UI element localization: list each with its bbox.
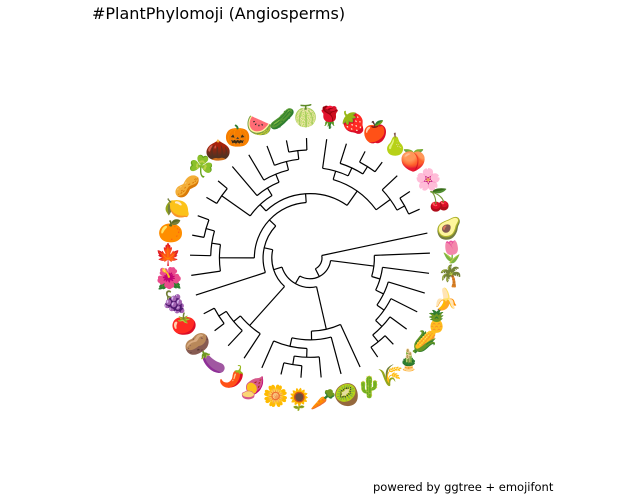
branch-82 — [286, 162, 288, 170]
branch-66 — [192, 235, 204, 237]
branch-103 — [382, 176, 397, 190]
branch-19 — [373, 335, 379, 342]
caption: powered by ggtree + emojifont — [373, 480, 553, 494]
branch-arc-20 — [371, 336, 385, 347]
branch-48 — [228, 331, 242, 346]
branch-16 — [376, 320, 382, 326]
branch-10 — [376, 290, 384, 294]
tulip-icon: 🌷 — [439, 239, 465, 264]
branch-104 — [397, 206, 405, 210]
branch-6 — [374, 253, 430, 255]
palm-icon: 🌴 — [438, 263, 464, 288]
melon-icon: 🍈 — [293, 103, 319, 128]
branch-61 — [212, 243, 221, 244]
branch-23 — [295, 276, 299, 284]
branch-arc-3 — [300, 261, 331, 279]
lemon-icon: 🍋 — [164, 196, 190, 220]
branch-38 — [301, 366, 302, 378]
branch-41 — [274, 267, 282, 270]
branch-7 — [372, 276, 380, 279]
branch-76 — [268, 188, 273, 195]
rose-icon: 🌹 — [317, 104, 343, 129]
branch-75 — [218, 181, 227, 189]
branch-87 — [286, 140, 288, 152]
branch-64 — [206, 229, 214, 231]
tomato-icon: 🍅 — [171, 311, 197, 337]
branch-arc-0 — [315, 256, 322, 269]
branch-70 — [260, 205, 266, 211]
branch-49 — [219, 311, 226, 316]
branch-arc-98 — [360, 162, 375, 172]
carrot-icon: 🥕 — [310, 387, 336, 411]
branch-81 — [249, 155, 264, 180]
hibiscus-icon: 🌺 — [156, 266, 182, 291]
branch-94 — [348, 168, 352, 176]
branch-43 — [250, 286, 285, 325]
cactus-icon: 🌵 — [356, 374, 382, 399]
cucumber-icon: 🥒 — [269, 107, 295, 131]
branch-arc-73 — [217, 189, 227, 204]
tip-labels: 🥑🌷🌴🍌🍍🌽🎍🌾🌵🥝🥕🌻🌼🍠🌶️🍆🥔🍅🍇🌺🍁🍊🍋🥜☘️🌰🎃🍉🥒🍈🌹🍓🍎🍐🍑🌸🍒 — [155, 103, 465, 412]
branch-15 — [391, 299, 417, 312]
branch-51 — [215, 324, 225, 331]
branch-arc-57 — [254, 202, 306, 257]
branch-53 — [264, 248, 273, 250]
branch-21 — [385, 336, 393, 345]
banana-icon: 🍌 — [433, 287, 459, 312]
avocado-icon: 🥑 — [436, 214, 462, 240]
branch-89 — [347, 191, 357, 205]
kiwi-icon: 🥝 — [334, 381, 360, 407]
branch-18 — [390, 317, 407, 329]
maple-leaf-icon: 🍁 — [155, 242, 181, 267]
branch-55 — [196, 272, 266, 295]
branch-2 — [315, 269, 319, 277]
branch-68 — [306, 194, 307, 203]
branch-31 — [290, 338, 292, 347]
branch-85 — [298, 151, 299, 160]
branch-99 — [360, 151, 365, 162]
branch-97 — [363, 167, 368, 174]
branch-100 — [375, 162, 382, 172]
branch-27 — [341, 324, 361, 367]
branch-91 — [333, 171, 335, 179]
branch-arc-50 — [214, 308, 224, 323]
branch-9 — [383, 267, 430, 273]
branch-arc-105 — [400, 198, 409, 214]
branch-93 — [323, 139, 327, 168]
branch-60 — [191, 271, 220, 275]
branch-78 — [232, 167, 257, 196]
daisy-icon: 🌼 — [263, 383, 289, 408]
branch-74 — [206, 197, 216, 203]
branch-67 — [198, 216, 209, 220]
branch-107 — [409, 209, 420, 214]
branch-22 — [371, 347, 378, 357]
branch-39 — [281, 363, 284, 375]
branch-25 — [317, 287, 327, 330]
tree-branches — [190, 138, 430, 378]
branch-46 — [234, 316, 241, 322]
sunflower-icon: 🌻 — [286, 387, 312, 412]
branch-12 — [388, 282, 424, 293]
branch-1 — [322, 233, 428, 255]
branch-30 — [331, 337, 341, 374]
branch-84 — [267, 146, 274, 165]
branch-101 — [376, 200, 390, 210]
branch-106 — [400, 191, 410, 198]
branch-56 — [269, 220, 275, 226]
branch-45 — [244, 334, 260, 359]
branch-96 — [340, 144, 346, 164]
branch-4 — [331, 261, 374, 266]
branch-52 — [204, 308, 215, 314]
branch-72 — [222, 196, 251, 216]
branch-79 — [276, 174, 279, 182]
branch-40 — [262, 341, 274, 368]
orange-icon: 🍊 — [158, 218, 185, 243]
branch-36 — [293, 356, 294, 365]
grapes-icon: 🍇 — [162, 289, 188, 315]
branch-35 — [319, 357, 321, 378]
branch-13 — [377, 305, 384, 310]
cherries-icon: 🍒 — [427, 187, 453, 213]
